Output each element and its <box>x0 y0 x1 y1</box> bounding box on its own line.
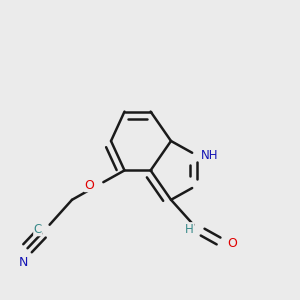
Text: NH: NH <box>201 149 218 162</box>
Text: O: O <box>85 178 94 192</box>
Text: O: O <box>227 237 237 250</box>
Text: N: N <box>19 256 28 269</box>
Text: C: C <box>34 223 42 236</box>
Text: H: H <box>185 223 194 236</box>
